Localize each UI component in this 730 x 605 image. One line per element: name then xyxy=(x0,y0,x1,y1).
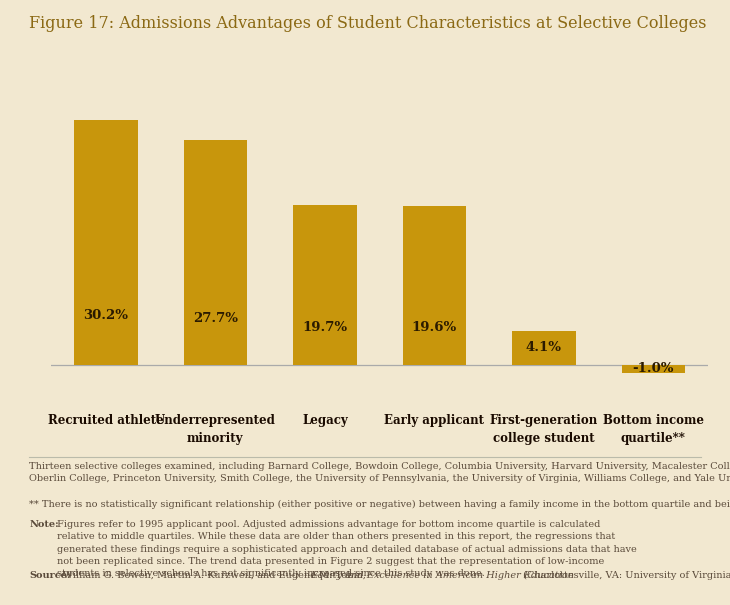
Bar xyxy=(622,365,685,373)
Bar xyxy=(183,140,247,365)
Text: Early applicant: Early applicant xyxy=(385,414,484,427)
Bar xyxy=(74,120,137,365)
Text: Legacy: Legacy xyxy=(302,414,347,427)
Text: Recruited athlete: Recruited athlete xyxy=(48,414,164,427)
Bar xyxy=(403,206,466,365)
Text: Underrepresented
minority: Underrepresented minority xyxy=(155,414,276,445)
Text: 27.7%: 27.7% xyxy=(193,312,238,324)
Text: 19.7%: 19.7% xyxy=(302,321,347,335)
Text: Note:: Note: xyxy=(29,520,59,529)
Bar xyxy=(293,205,357,365)
Text: ** There is no statistically significant relationship (either positive or negati: ** There is no statistically significant… xyxy=(29,500,730,509)
Bar xyxy=(512,332,575,365)
Text: Bottom income
quartile**: Bottom income quartile** xyxy=(603,414,704,445)
Text: Figures refer to 1995 applicant pool. Adjusted admissions advantage for bottom i: Figures refer to 1995 applicant pool. Ad… xyxy=(57,520,637,578)
Text: First-generation
college student: First-generation college student xyxy=(490,414,598,445)
Text: Thirteen selective colleges examined, including Barnard College, Bowdoin College: Thirteen selective colleges examined, in… xyxy=(29,462,730,483)
Text: Source:: Source: xyxy=(29,571,71,580)
Text: 19.6%: 19.6% xyxy=(412,321,457,335)
Text: (Charlottesville, VA: University of Virginia Press, 2005), p. 105, Table 5.1.: (Charlottesville, VA: University of Virg… xyxy=(520,571,730,580)
Text: Equity and Excellence in American Higher Education: Equity and Excellence in American Higher… xyxy=(310,571,575,580)
Text: 4.1%: 4.1% xyxy=(526,341,562,354)
Text: 30.2%: 30.2% xyxy=(83,309,128,321)
Text: William G. Bowen, Martin A. Kurzweil, and Eugene M. Tobin,: William G. Bowen, Martin A. Kurzweil, an… xyxy=(63,571,369,580)
Text: Figure 17: Admissions Advantages of Student Characteristics at Selective College: Figure 17: Admissions Advantages of Stud… xyxy=(29,15,707,32)
Text: -1.0%: -1.0% xyxy=(633,362,674,375)
